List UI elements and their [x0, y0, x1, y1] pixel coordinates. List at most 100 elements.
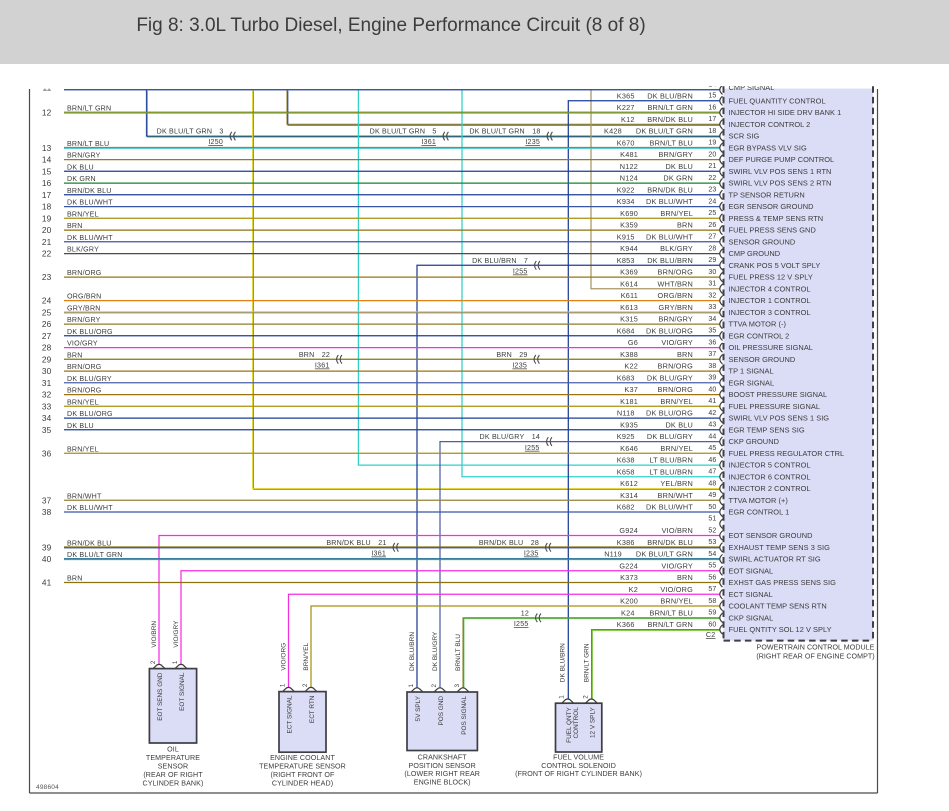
svg-text:SWIRL VLV POS SENS 2 RTN: SWIRL VLV POS SENS 2 RTN: [729, 179, 832, 188]
svg-text:INJECTOR 3 CONTROL: INJECTOR 3 CONTROL: [729, 308, 811, 317]
svg-text:DK BLU/LT GRN: DK BLU/LT GRN: [67, 551, 123, 559]
svg-text:BRN: BRN: [677, 573, 693, 582]
svg-text:EGR SIGNAL: EGR SIGNAL: [729, 378, 775, 387]
svg-text:K613: K613: [620, 303, 638, 312]
svg-text:BRN/YEL: BRN/YEL: [303, 642, 310, 670]
svg-text:FUEL QNTY: FUEL QNTY: [566, 706, 573, 742]
svg-text:SENSOR GROUND: SENSOR GROUND: [729, 355, 796, 364]
svg-text:28: 28: [708, 245, 716, 252]
svg-text:CONTROL: CONTROL: [573, 707, 580, 739]
svg-text:47: 47: [708, 469, 716, 476]
svg-text:K638: K638: [617, 456, 635, 465]
svg-text:ENGINE COOLANT: ENGINE COOLANT: [270, 754, 335, 762]
svg-text:DK BLU: DK BLU: [665, 162, 693, 171]
svg-text:I361: I361: [371, 550, 386, 558]
svg-text:BRN/DK BLU: BRN/DK BLU: [647, 115, 693, 124]
svg-text:17: 17: [42, 190, 52, 200]
svg-text:12 V SPLY: 12 V SPLY: [590, 706, 597, 738]
svg-text:24: 24: [42, 296, 52, 306]
svg-text:N118: N118: [617, 409, 635, 418]
svg-text:27: 27: [708, 234, 716, 241]
svg-text:36: 36: [42, 448, 52, 458]
svg-text:58: 58: [708, 598, 716, 605]
svg-text:WHT/BRN: WHT/BRN: [658, 279, 693, 288]
svg-text:K314: K314: [620, 491, 638, 500]
svg-text:BRN/YEL: BRN/YEL: [67, 398, 99, 406]
svg-text:BRN: BRN: [496, 351, 512, 359]
svg-text:EGR SENSOR GROUND: EGR SENSOR GROUND: [729, 202, 814, 211]
svg-text:BRN/YEL: BRN/YEL: [660, 597, 693, 606]
svg-text:DK BLU/LT GRN: DK BLU/LT GRN: [636, 550, 693, 559]
svg-text:DK BLU/WHT: DK BLU/WHT: [67, 504, 113, 512]
svg-text:VIO/BRN: VIO/BRN: [662, 526, 693, 535]
svg-text:CMP SIGNAL: CMP SIGNAL: [729, 83, 775, 92]
svg-text:BRN/ORG: BRN/ORG: [67, 269, 102, 277]
svg-text:VIO/GRY: VIO/GRY: [67, 340, 98, 348]
svg-text:EOT SENSOR GROUND: EOT SENSOR GROUND: [729, 531, 813, 540]
svg-text:1: 1: [172, 660, 179, 664]
svg-text:K614: K614: [620, 279, 638, 288]
svg-text:CYLINDER HEAD): CYLINDER HEAD): [272, 779, 333, 787]
svg-text:BRN/LT BLU: BRN/LT BLU: [67, 140, 109, 148]
svg-text:K944: K944: [620, 244, 638, 253]
svg-text:BRN/YEL: BRN/YEL: [67, 210, 99, 218]
svg-text:G6: G6: [628, 338, 638, 347]
svg-text:BLK/GRY: BLK/GRY: [67, 246, 99, 254]
svg-text:I235: I235: [525, 138, 540, 146]
svg-text:EGR TEMP SENS SIG: EGR TEMP SENS SIG: [729, 425, 805, 434]
svg-text:BRN/DK BLU: BRN/DK BLU: [67, 187, 112, 195]
svg-text:20: 20: [708, 151, 716, 158]
svg-text:G924: G924: [619, 526, 638, 535]
svg-text:56: 56: [708, 574, 716, 581]
svg-text:17: 17: [708, 116, 716, 123]
svg-text:BRN/YEL: BRN/YEL: [660, 444, 693, 453]
svg-text:K12: K12: [621, 115, 635, 124]
svg-text:46: 46: [708, 457, 716, 464]
svg-text:SWIRL ACTUATOR RT SIG: SWIRL ACTUATOR RT SIG: [729, 555, 821, 564]
svg-text:VIO/GRY: VIO/GRY: [661, 561, 693, 570]
svg-text:DK BLU/ORG: DK BLU/ORG: [646, 326, 693, 335]
svg-text:16: 16: [42, 178, 52, 188]
svg-text:K428: K428: [604, 127, 622, 136]
svg-text:BRN: BRN: [299, 351, 315, 359]
svg-text:BRN/GRY: BRN/GRY: [658, 150, 693, 159]
svg-text:K481: K481: [620, 150, 638, 159]
svg-text:DK BLU: DK BLU: [67, 163, 94, 171]
svg-text:DK BLU/BRN: DK BLU/BRN: [647, 91, 693, 100]
svg-text:VIO/GRY: VIO/GRY: [661, 338, 693, 347]
svg-text:K373: K373: [620, 573, 638, 582]
svg-text:EGR CONTROL 2: EGR CONTROL 2: [729, 331, 790, 340]
svg-text:K37: K37: [624, 385, 638, 394]
svg-text:K386: K386: [617, 538, 635, 547]
svg-text:FUEL PRESSURE SIGNAL: FUEL PRESSURE SIGNAL: [729, 402, 821, 411]
svg-text:28: 28: [531, 539, 539, 547]
svg-text:K682: K682: [617, 503, 635, 512]
svg-text:TEMPERATURE SENSOR: TEMPERATURE SENSOR: [259, 763, 346, 771]
svg-text:DK GRN: DK GRN: [67, 175, 96, 183]
svg-text:K2: K2: [629, 585, 638, 594]
svg-text:BRN/GRY: BRN/GRY: [67, 152, 101, 160]
svg-text:BRN/LT GRN: BRN/LT GRN: [647, 103, 693, 112]
svg-text:22: 22: [322, 351, 330, 359]
svg-text:1: 1: [280, 683, 287, 687]
svg-text:TP SENSOR RETURN: TP SENSOR RETURN: [729, 190, 805, 199]
svg-text:FUEL PRESS SENS GND: FUEL PRESS SENS GND: [729, 226, 816, 235]
svg-text:DK BLU/BRN: DK BLU/BRN: [472, 257, 517, 265]
svg-text:SCR SIG: SCR SIG: [729, 132, 760, 141]
svg-text:K683: K683: [617, 373, 635, 382]
svg-text:DK BLU/GRY: DK BLU/GRY: [67, 375, 112, 383]
svg-text:BRN/LT GRN: BRN/LT GRN: [67, 105, 111, 113]
svg-text:POSITION SENSOR: POSITION SENSOR: [409, 762, 476, 770]
svg-text:PRESS & TEMP SENS RTN: PRESS & TEMP SENS RTN: [729, 214, 824, 223]
svg-text:I255: I255: [525, 444, 540, 452]
svg-text:BRN: BRN: [67, 351, 83, 359]
svg-text:INJECTOR CONTROL 2: INJECTOR CONTROL 2: [729, 120, 811, 129]
svg-text:BRN: BRN: [67, 222, 83, 230]
svg-text:POWERTRAIN CONTROL MODULE: POWERTRAIN CONTROL MODULE: [757, 644, 875, 652]
svg-text:31: 31: [708, 281, 716, 288]
svg-text:30: 30: [42, 366, 52, 376]
svg-text:K658: K658: [617, 467, 635, 476]
svg-text:BOOST PRESSURE SIGNAL: BOOST PRESSURE SIGNAL: [729, 390, 828, 399]
svg-text:K315: K315: [620, 315, 638, 324]
svg-text:I235: I235: [524, 550, 539, 558]
